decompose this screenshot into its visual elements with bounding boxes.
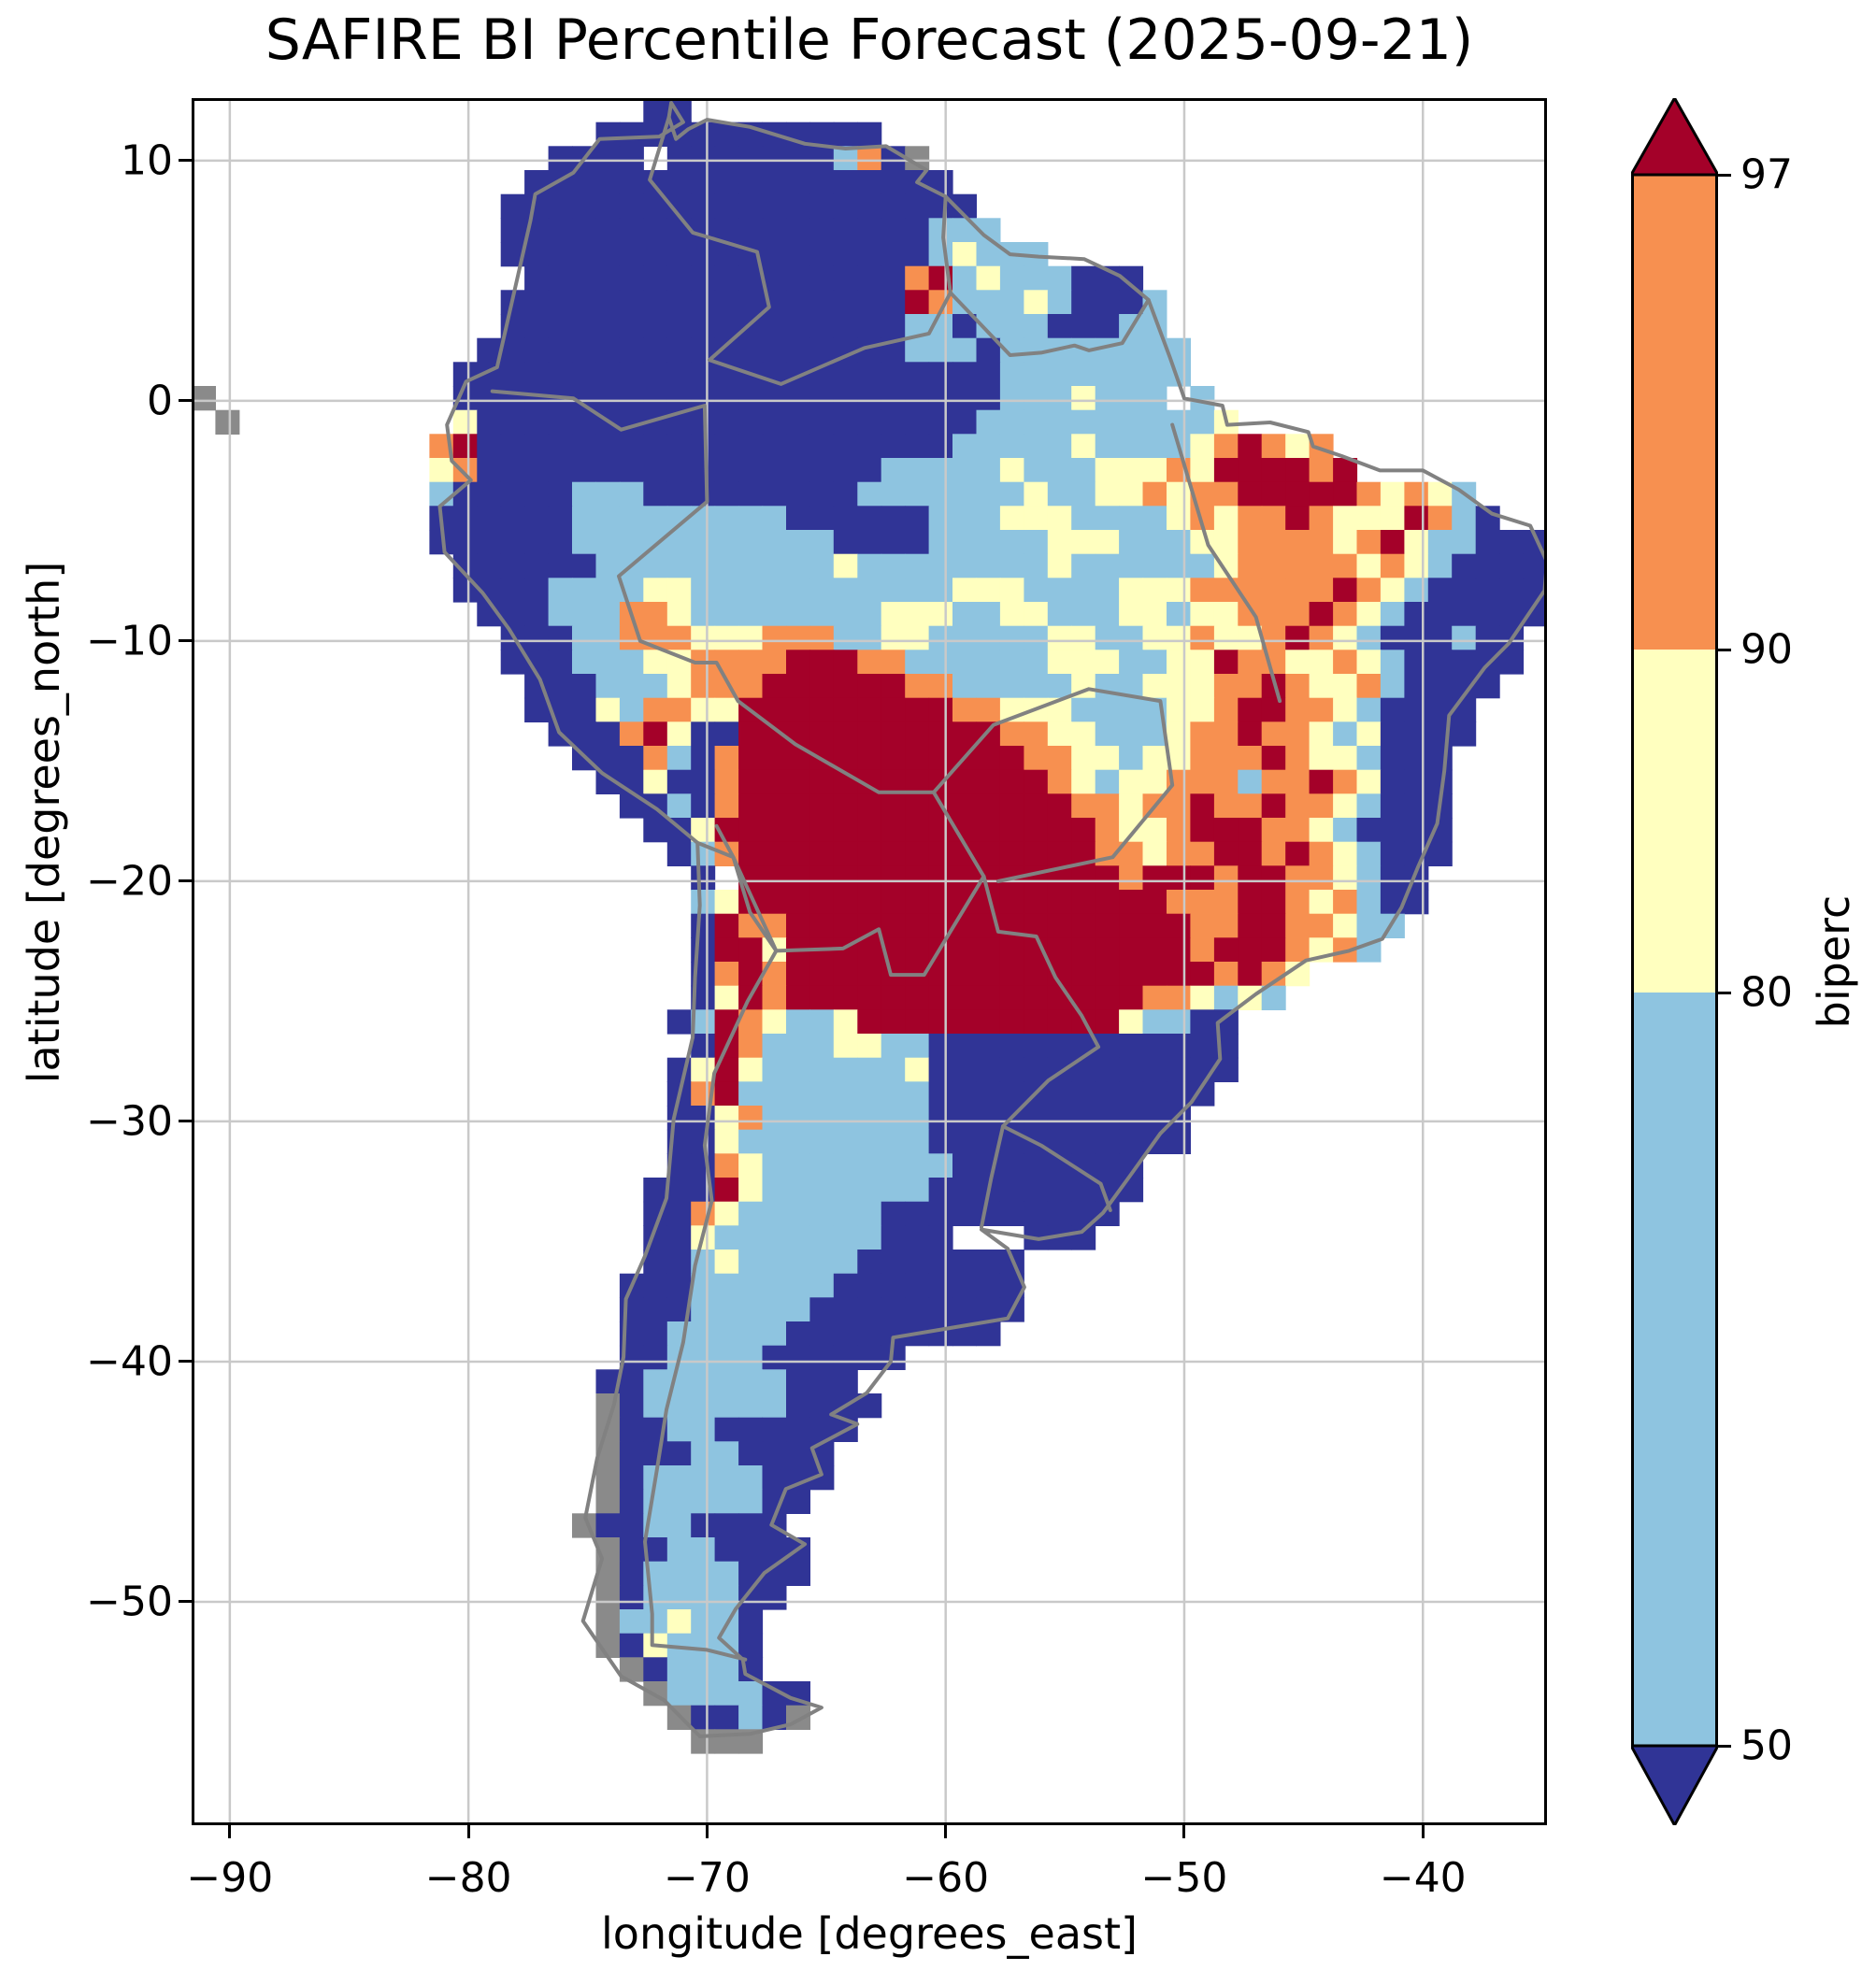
y-tick-label: 10: [121, 136, 173, 185]
y-tick-label: −20: [86, 857, 173, 906]
colorbar-tick-label: 90: [1740, 625, 1793, 674]
borders-layer: [437, 101, 1547, 1738]
x-tick-mark: [705, 1825, 709, 1838]
map-plot-area[interactable]: [192, 98, 1547, 1825]
x-axis-label: longitude [degrees_east]: [601, 1908, 1138, 1959]
x-tick-label: −50: [1140, 1854, 1228, 1902]
x-tick-mark: [466, 1825, 470, 1838]
y-tick-mark: [179, 1360, 192, 1364]
x-tick-mark: [1421, 1825, 1425, 1838]
colorbar-tick-mark: [1718, 648, 1731, 651]
y-tick-mark: [179, 159, 192, 163]
colorbar-canvas: [1628, 94, 1721, 1829]
colorbar-tick-mark: [1718, 1744, 1731, 1748]
y-tick-label: −50: [86, 1578, 173, 1626]
y-tick-mark: [179, 1600, 192, 1604]
y-tick-label: −40: [86, 1337, 173, 1386]
gridline-layer: [192, 98, 1547, 1825]
y-tick-mark: [179, 399, 192, 403]
x-tick-label: −70: [663, 1854, 751, 1902]
y-tick-mark: [179, 1120, 192, 1123]
colorbar-tick-label: 97: [1740, 150, 1793, 199]
x-tick-label: −80: [424, 1854, 512, 1902]
y-tick-label: −10: [86, 617, 173, 665]
y-tick-label: 0: [147, 377, 173, 425]
chart-title: SAFIRE BI Percentile Forecast (2025-09-2…: [265, 7, 1474, 73]
map-canvas: [192, 98, 1547, 1825]
x-tick-mark: [1182, 1825, 1186, 1838]
colorbar-tick-label: 50: [1740, 1721, 1793, 1770]
y-tick-mark: [179, 879, 192, 883]
x-tick-mark: [228, 1825, 232, 1838]
colorbar-tick-label: 80: [1740, 968, 1793, 1017]
raster-layer: [192, 98, 1547, 1754]
x-tick-label: −90: [186, 1854, 274, 1902]
y-tick-label: −30: [86, 1097, 173, 1146]
colorbar: [1628, 94, 1721, 1829]
x-tick-label: −40: [1379, 1854, 1467, 1902]
y-tick-mark: [179, 639, 192, 643]
x-tick-mark: [944, 1825, 948, 1838]
x-tick-label: −60: [902, 1854, 990, 1902]
colorbar-tick-mark: [1718, 173, 1731, 177]
colorbar-tick-mark: [1718, 991, 1731, 994]
